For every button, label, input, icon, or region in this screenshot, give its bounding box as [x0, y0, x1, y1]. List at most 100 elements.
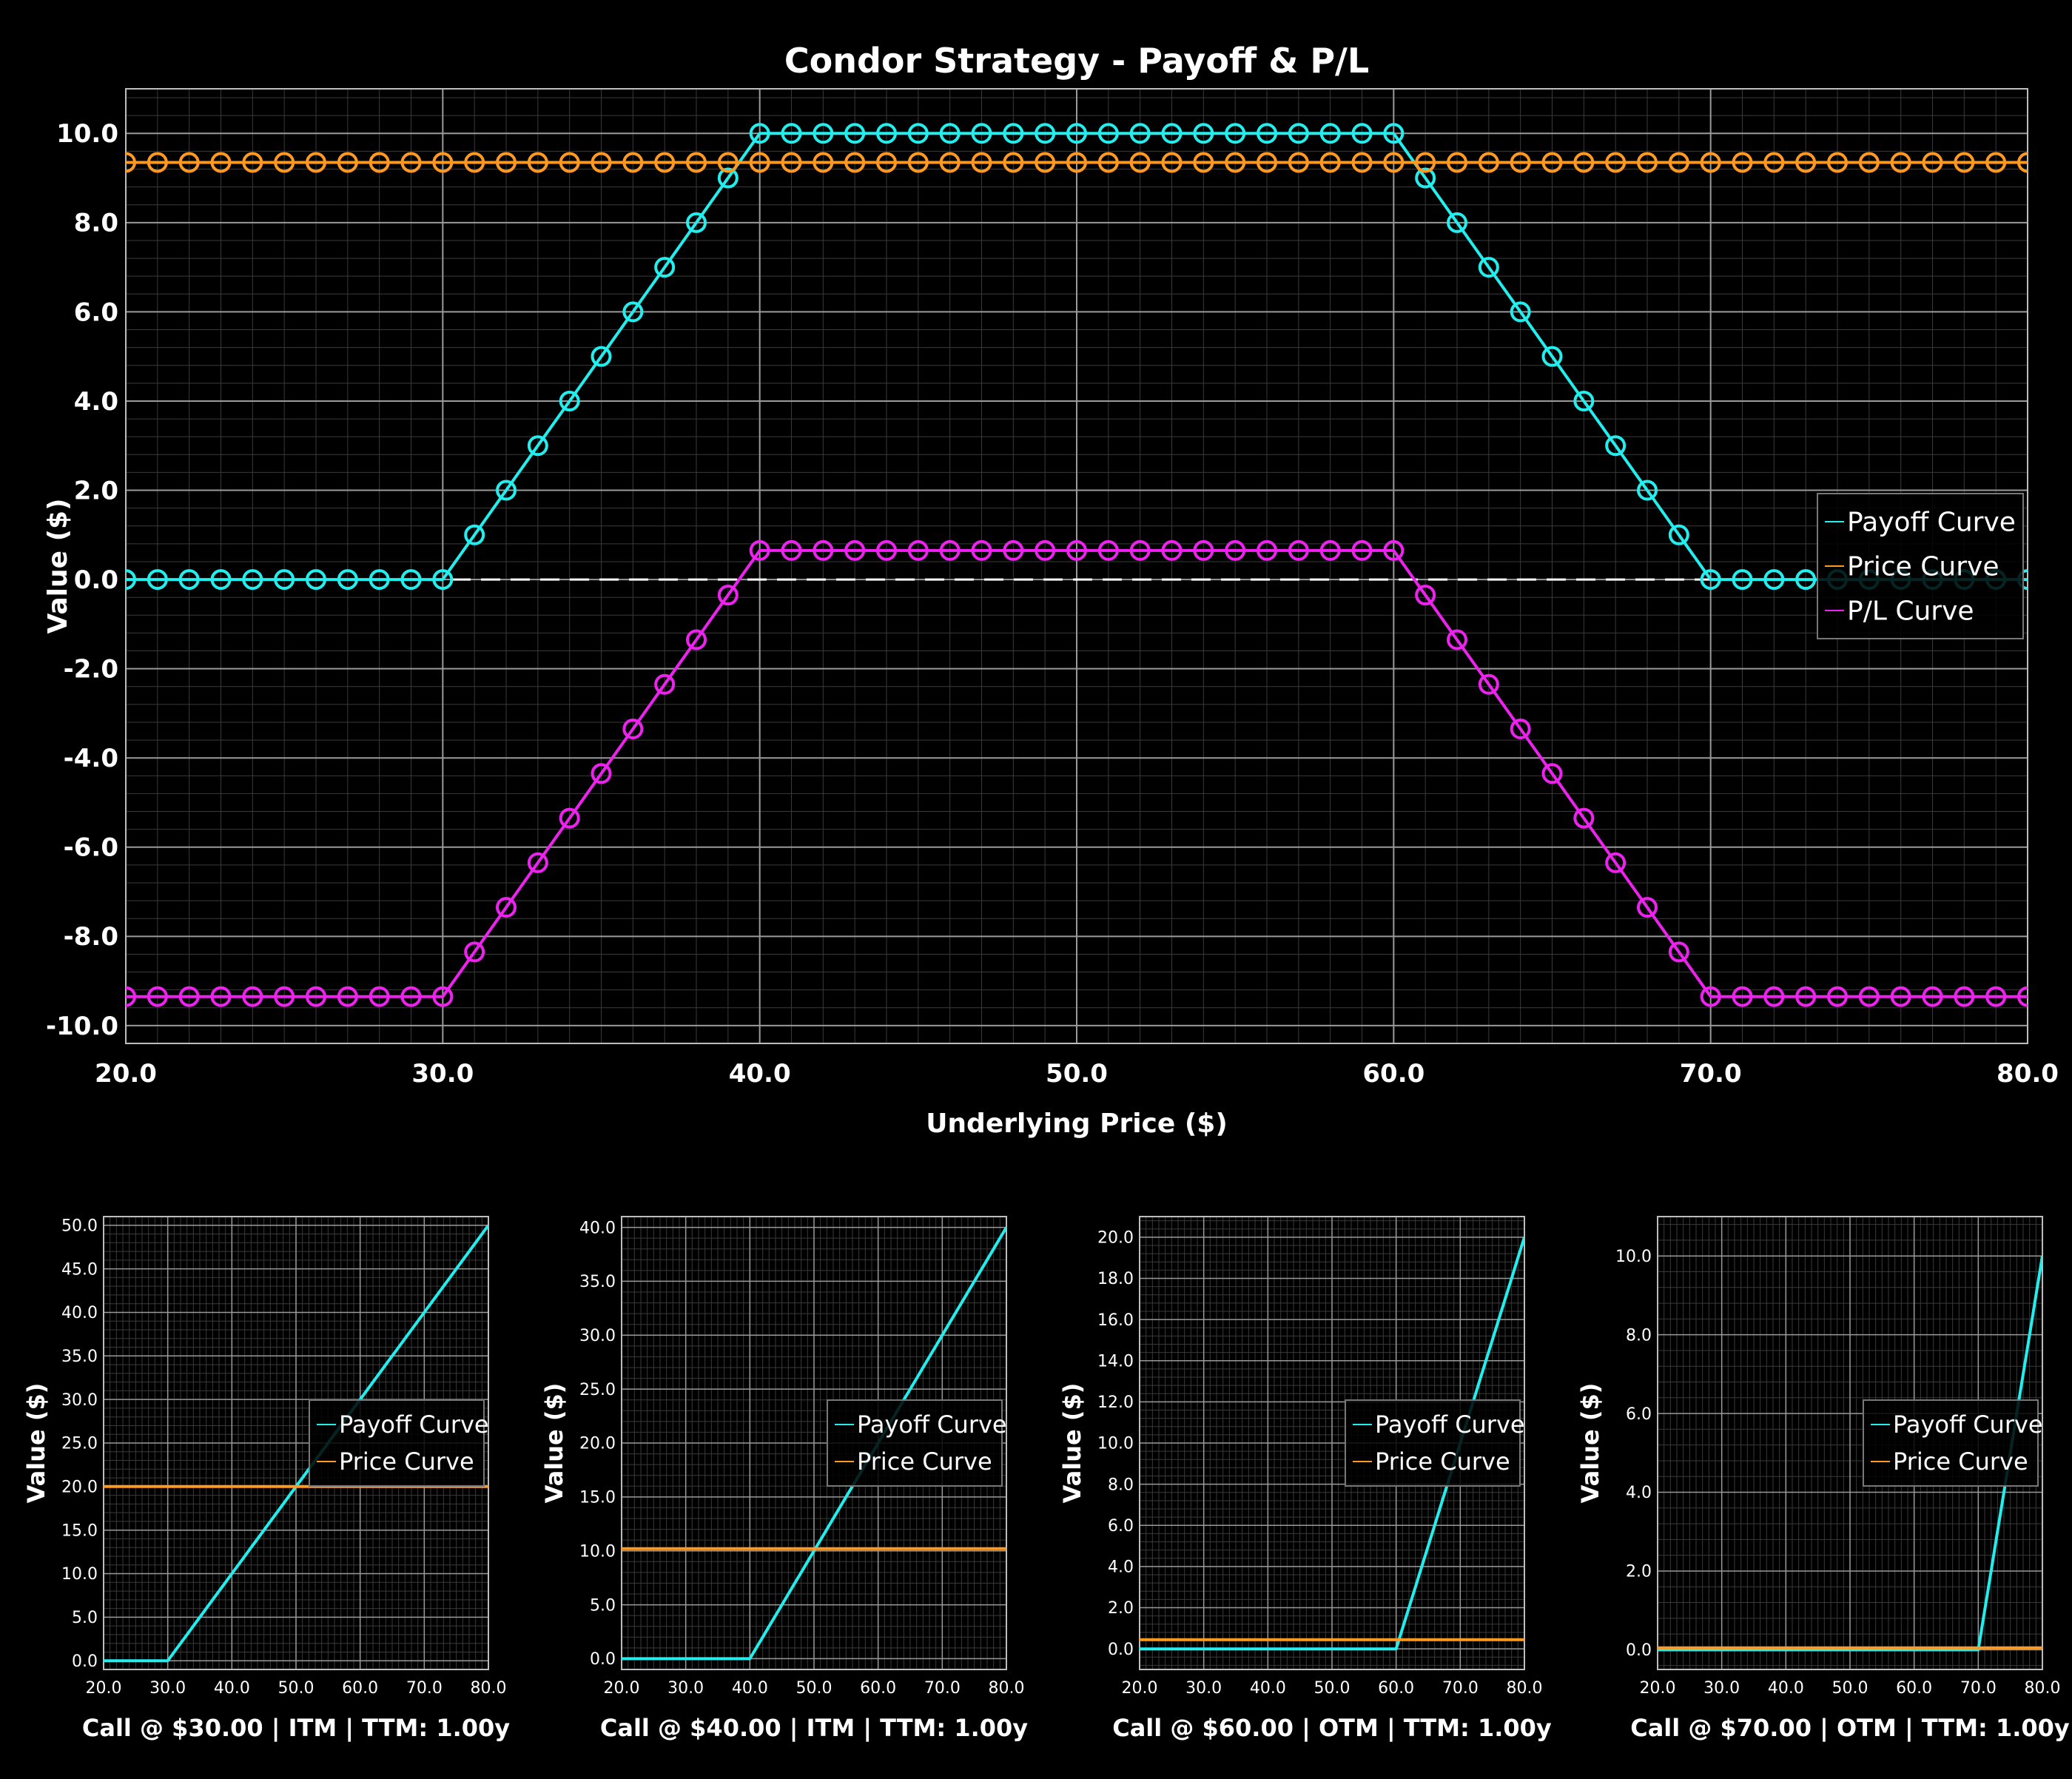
series-price-curve: [126, 152, 2028, 173]
legend-box: [309, 1399, 485, 1487]
data-point: [464, 152, 485, 173]
data-point: [242, 986, 263, 1007]
chart-3: 20.0 30.0 40.0 50.0 60.0 70.0 80.0 0.0 2.0 4.0 6.0…: [1058, 1216, 1552, 1743]
x-tick-label: 80.0: [1507, 1679, 1543, 1698]
data-point: [1605, 152, 1627, 173]
x-tick-label: 50.0: [796, 1679, 832, 1698]
y-tick-label: 10.0: [1615, 1248, 1652, 1266]
data-point: [559, 152, 580, 173]
data-point: [496, 480, 517, 501]
data-point: [559, 390, 580, 411]
data-point: [527, 152, 548, 173]
legend-box: [1345, 1399, 1521, 1487]
data-point: [717, 585, 739, 606]
y-tick-label: 18.0: [1097, 1270, 1134, 1288]
x-tick-label: 20.0: [1640, 1679, 1676, 1698]
data-point: [1383, 152, 1405, 173]
data-point: [1003, 123, 1024, 144]
data-point: [1288, 123, 1309, 144]
data-point: [432, 569, 454, 591]
data-point: [1922, 152, 1943, 173]
series-payoff-curve: [1658, 1255, 2042, 1652]
x-axis-label: Underlying Price ($): [926, 1109, 1228, 1139]
data-point: [1541, 346, 1563, 367]
data-point: [1225, 123, 1246, 144]
x-tick-label: 70.0: [924, 1679, 961, 1698]
data-point: [1035, 539, 1056, 561]
x-tick-label: 60.0: [342, 1679, 378, 1698]
data-point: [400, 152, 422, 173]
data-point: [749, 152, 770, 173]
data-point: [1573, 390, 1595, 411]
y-tick-label: 10.0: [579, 1542, 616, 1561]
data-point: [1193, 123, 1214, 144]
y-tick-label: 35.0: [61, 1348, 98, 1366]
data-point: [749, 539, 770, 561]
y-tick-label: 4.0: [1108, 1558, 1134, 1577]
plot-frame: [621, 1216, 1007, 1670]
y-tick-label: 40.0: [61, 1304, 98, 1322]
y-tick-label: 15.0: [579, 1489, 616, 1507]
x-axis-label: Call @ $40.00 | ITM | TTM: 1.00y: [600, 1714, 1028, 1743]
y-tick-label: 5.0: [72, 1609, 98, 1627]
y-tick-label: 20.0: [61, 1479, 98, 1497]
plot-area: [622, 1226, 1006, 1661]
x-tick-label: 40.0: [732, 1679, 768, 1698]
data-point: [1700, 152, 1721, 173]
y-tick-label: 40.0: [579, 1219, 616, 1237]
y-tick-label: -8.0: [64, 922, 118, 952]
data-point: [1637, 152, 1658, 173]
data-point: [2017, 986, 2028, 1007]
data-point: [400, 986, 422, 1007]
data-point: [210, 569, 232, 591]
data-point: [1447, 152, 1467, 173]
y-axis-label: Value ($): [540, 1383, 568, 1504]
data-point: [1478, 673, 1499, 695]
legend: Payoff Curve Price Curve P/L Curve: [1817, 493, 2024, 639]
data-point: [1700, 569, 1721, 591]
data-point: [1890, 986, 1911, 1007]
data-point: [939, 539, 961, 561]
data-point: [749, 123, 770, 144]
legend-label: Payoff Curve: [1893, 1410, 2043, 1439]
x-tick-label: 60.0: [1362, 1059, 1424, 1089]
data-point: [813, 152, 834, 173]
x-tick-label: 70.0: [1442, 1679, 1479, 1698]
y-tick-label: 45.0: [61, 1260, 98, 1279]
data-point: [337, 986, 358, 1007]
data-point: [306, 569, 326, 591]
y-tick-label: 8.0: [74, 209, 118, 238]
data-point: [907, 539, 929, 561]
y-tick-label: 0.0: [74, 565, 118, 595]
data-point: [1351, 123, 1373, 144]
y-tick-label: 10.0: [1097, 1435, 1134, 1453]
data-point: [1795, 152, 1817, 173]
x-tick-label: 50.0: [278, 1679, 314, 1698]
data-point: [717, 152, 739, 173]
x-tick-label: 20.0: [604, 1679, 640, 1698]
data-point: [1954, 986, 1975, 1007]
data-point: [274, 152, 295, 173]
plot-frame: [103, 1216, 489, 1670]
data-point: [432, 986, 454, 1007]
data-point: [274, 569, 295, 591]
y-tick-label: 35.0: [579, 1273, 616, 1291]
legend-label: Price Curve: [339, 1447, 474, 1476]
series-line: [622, 1226, 1006, 1661]
chart-title: Condor Strategy - Payoff & P/L: [784, 41, 1369, 81]
data-point: [876, 123, 897, 144]
data-point: [1225, 152, 1246, 173]
data-point: [1161, 152, 1183, 173]
x-tick-label: 40.0: [729, 1059, 791, 1089]
x-tick-label: 80.0: [1997, 1059, 2059, 1089]
y-tick-label: 8.0: [1108, 1476, 1134, 1494]
y-tick-label: 6.0: [1626, 1405, 1652, 1424]
data-point: [1351, 539, 1373, 561]
data-point: [813, 123, 834, 144]
data-point: [1510, 301, 1531, 323]
series-line: [126, 548, 2028, 998]
data-point: [1637, 897, 1658, 918]
data-point: [1415, 585, 1436, 606]
data-point: [306, 152, 326, 173]
x-tick-label: 30.0: [411, 1059, 474, 1089]
